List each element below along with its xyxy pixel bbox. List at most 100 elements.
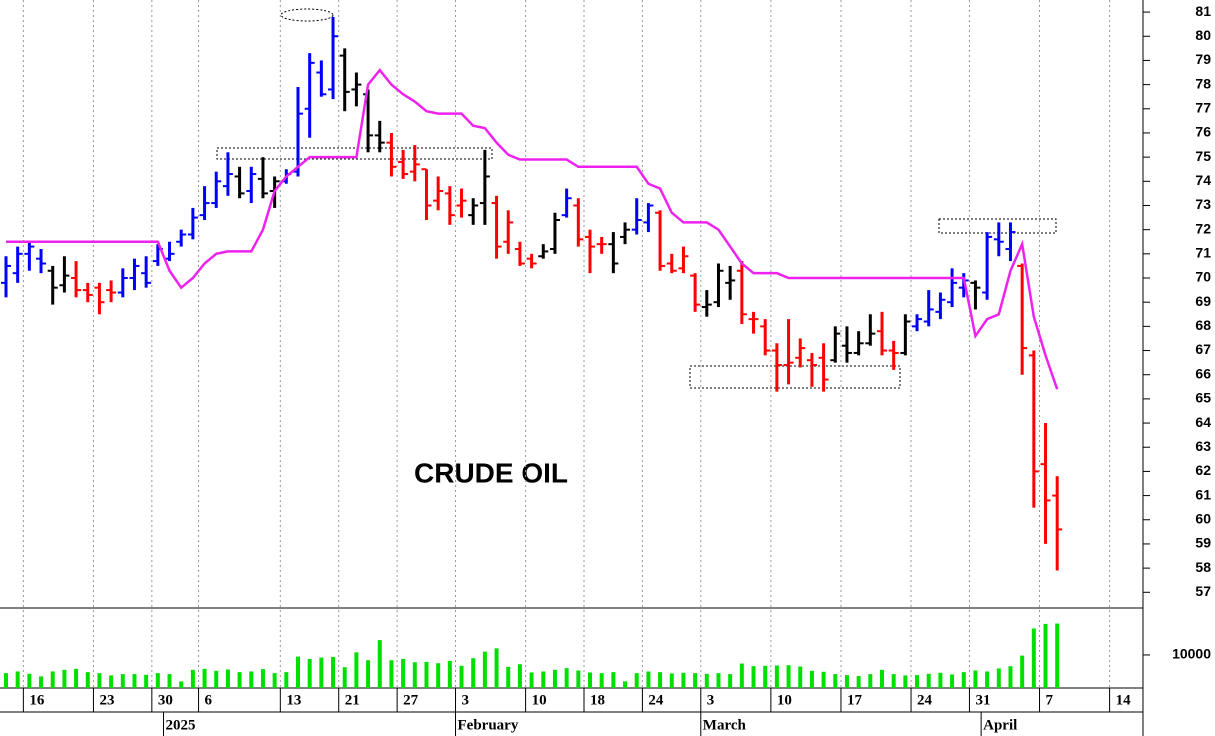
volume-bar <box>1055 623 1060 688</box>
volume-bar <box>599 673 604 688</box>
y-tick-label: 69 <box>1195 293 1211 309</box>
x-tick-label: 27 <box>403 692 419 708</box>
y-tick-label: 64 <box>1195 414 1211 430</box>
volume-bar <box>342 667 347 688</box>
volume-bar <box>751 666 756 688</box>
x-tick-label: 3 <box>462 692 470 708</box>
volume-bar <box>856 676 861 688</box>
y-tick-label: 80 <box>1195 27 1211 43</box>
volume-bar <box>973 670 978 688</box>
y-tick-label: 60 <box>1195 510 1211 526</box>
volume-bar <box>214 670 219 688</box>
volume-bar <box>506 666 511 688</box>
volume-bar <box>331 656 336 688</box>
month-label: 2025 <box>166 717 196 733</box>
volume-bar <box>1020 655 1025 688</box>
x-tick-label: 30 <box>158 692 173 708</box>
volume-bar <box>319 657 324 688</box>
volume-bar <box>424 661 429 688</box>
month-label: April <box>983 717 1017 733</box>
volume-bar <box>50 671 55 688</box>
annotation: CRUDE OIL <box>414 457 568 488</box>
volume-bar <box>669 673 674 688</box>
x-tick-label: 18 <box>590 692 605 708</box>
y-tick-label: 73 <box>1195 196 1211 212</box>
volume-bar <box>844 675 849 688</box>
volume-bar <box>576 670 581 688</box>
volume-bar <box>459 665 464 688</box>
y-tick-label: 61 <box>1195 486 1211 502</box>
volume-bar <box>97 673 102 688</box>
y-tick-label: 10000 <box>1172 646 1211 662</box>
volume-bar <box>938 672 943 688</box>
volume-bar <box>354 652 359 688</box>
volume-bar <box>564 668 569 688</box>
volume-bar <box>681 672 686 688</box>
x-tick-label: 7 <box>1046 692 1054 708</box>
volume-bar <box>798 666 803 688</box>
volume-bar <box>494 648 499 688</box>
volume-bar <box>272 673 277 688</box>
volume-bar <box>903 675 908 688</box>
volume-bar <box>109 675 114 688</box>
volume-bar <box>296 656 300 688</box>
volume-bar <box>985 671 990 688</box>
y-tick-label: 75 <box>1195 148 1211 164</box>
y-tick-label: 67 <box>1195 341 1211 357</box>
y-tick-label: 62 <box>1195 462 1211 478</box>
x-tick-label: 10 <box>532 692 547 708</box>
x-tick-label: 6 <box>205 692 213 708</box>
volume-bar <box>389 660 394 688</box>
volume-bar <box>237 672 242 688</box>
month-label: March <box>703 717 747 733</box>
volume-bar <box>716 673 721 688</box>
volume-bar <box>950 674 955 688</box>
y-tick-label: 71 <box>1195 245 1211 261</box>
volume-bar <box>401 658 406 688</box>
x-tick-label: 31 <box>975 692 990 708</box>
volume-bar <box>996 668 1001 688</box>
x-tick-label: 23 <box>99 692 114 708</box>
y-tick-label: 79 <box>1195 51 1211 67</box>
volume-bar <box>517 664 522 688</box>
volume-bar <box>260 669 265 688</box>
volume-bar <box>763 665 768 688</box>
volume-bar <box>144 674 149 688</box>
volume-bar <box>74 668 79 688</box>
volume-bar <box>552 669 557 688</box>
month-label: February <box>458 717 519 733</box>
y-tick-label: 76 <box>1195 124 1211 140</box>
y-tick-label: 66 <box>1195 365 1211 381</box>
volume-bar <box>891 674 896 688</box>
volume-bar <box>377 640 382 688</box>
volume-bar <box>739 663 744 688</box>
x-tick-label: 16 <box>29 692 45 708</box>
y-tick-label: 57 <box>1195 583 1211 599</box>
highlight-box <box>216 147 493 160</box>
volume-bar <box>833 674 838 688</box>
volume-bar <box>366 660 371 688</box>
volume-bar <box>179 681 184 688</box>
x-tick-label: 17 <box>847 692 863 708</box>
volume-bar <box>15 671 20 688</box>
stop-line <box>6 68 1059 390</box>
volume-bar <box>85 672 90 688</box>
volume-bar <box>634 673 639 688</box>
y-tick-label: 63 <box>1195 438 1211 454</box>
volume-bar <box>202 668 207 688</box>
y-tick-label: 59 <box>1195 535 1211 551</box>
x-tick-label: 3 <box>707 692 715 708</box>
highlight-box <box>689 365 901 389</box>
y-tick-label: 78 <box>1195 75 1211 91</box>
volume-bar <box>786 665 791 688</box>
volume-bar <box>728 674 733 688</box>
volume-bar <box>132 674 137 688</box>
highlight-ellipse <box>280 8 334 22</box>
volume-bar <box>868 674 873 688</box>
x-tick-label: 24 <box>648 692 664 708</box>
volume-bar <box>482 651 487 688</box>
y-tick-label: 81 <box>1195 3 1211 19</box>
volume-bar <box>412 662 417 688</box>
volume-bar <box>588 672 592 688</box>
